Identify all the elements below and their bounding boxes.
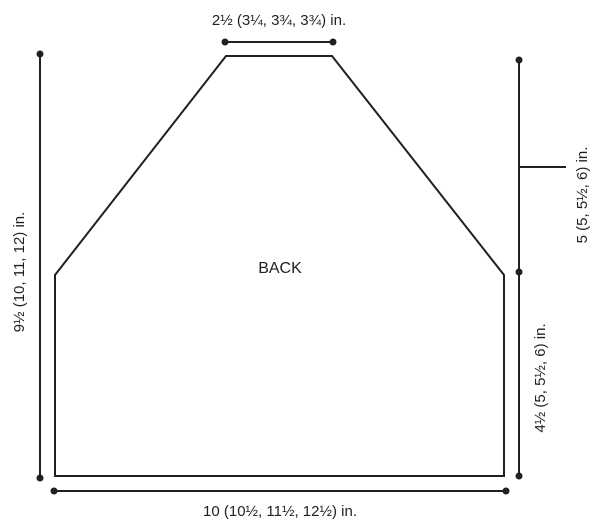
top-width-dimension: 2½ (3¼, 3¾, 3¾) in. — [212, 12, 346, 46]
top-width-end-dot — [329, 38, 337, 46]
top-width-label: 2½ (3¼, 3¾, 3¾) in. — [212, 12, 346, 29]
upper-length-dimension: 5 (5, 5½, 6) in. — [515, 56, 591, 476]
length-divider-dot — [515, 268, 523, 276]
bottom-width-start-dot — [50, 487, 58, 495]
lower-length-dimension: 4½ (5, 5½, 6) in. — [515, 323, 549, 480]
full-length-label: 9½ (10, 11, 12) in. — [11, 212, 28, 333]
top-width-start-dot — [221, 38, 229, 46]
upper-length-label: 5 (5, 5½, 6) in. — [574, 147, 591, 244]
lower-length-end-dot — [515, 472, 523, 480]
piece-label: BACK — [258, 260, 302, 277]
back-piece-outline — [54, 55, 505, 477]
bottom-width-dimension: 10 (10½, 11½, 12½) in. — [50, 487, 510, 520]
lower-length-label: 4½ (5, 5½, 6) in. — [532, 323, 549, 432]
full-length-end-dot — [36, 474, 44, 482]
bottom-width-label: 10 (10½, 11½, 12½) in. — [203, 503, 357, 520]
full-length-start-dot — [36, 50, 44, 58]
bottom-width-end-dot — [502, 487, 510, 495]
full-length-dimension: 9½ (10, 11, 12) in. — [11, 50, 44, 482]
upper-length-start-dot — [515, 56, 523, 64]
